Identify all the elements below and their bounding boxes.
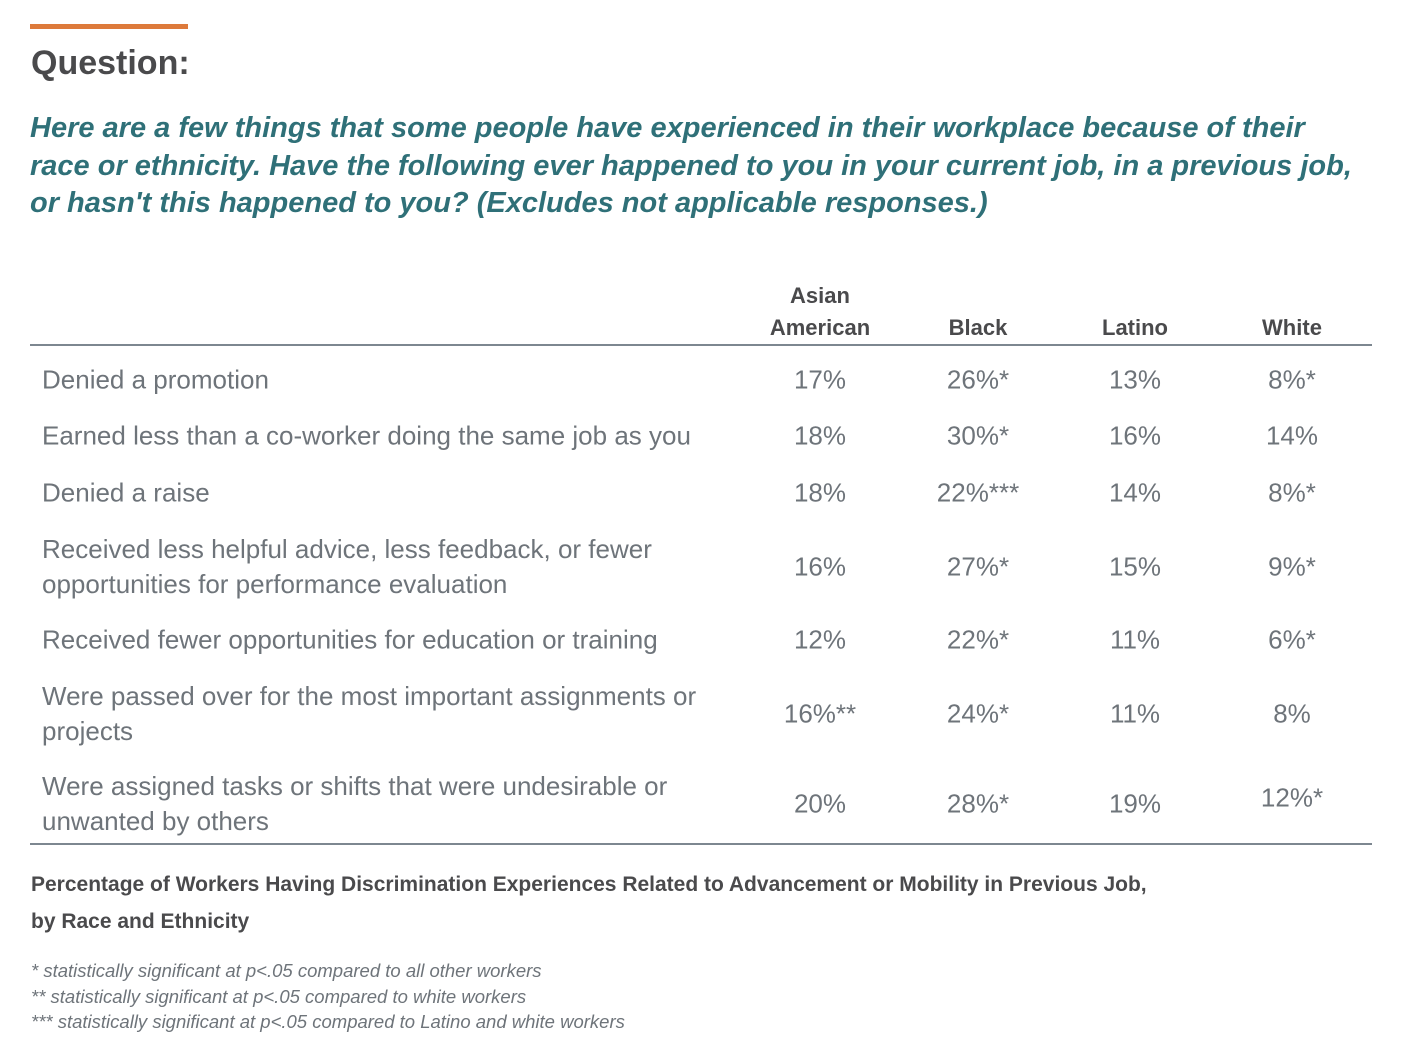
column-header-line: American	[769, 315, 871, 340]
table-cell: 17%	[793, 364, 847, 395]
footnotes: * statistically significant at p<.05 com…	[31, 958, 625, 1035]
column-header-line: Black	[948, 315, 1008, 340]
footnote: *** statistically significant at p<.05 c…	[31, 1011, 625, 1032]
column-header-asian-american: Asian American	[740, 280, 900, 344]
row-label: Received fewer opportunities for educati…	[42, 624, 658, 655]
question-label: Question:	[31, 44, 190, 82]
row-label: Received less helpful advice, less feedb…	[42, 534, 652, 599]
caption-line: by Race and Ethnicity	[31, 910, 250, 933]
table-cell: 6%*	[1268, 624, 1316, 655]
table-cell: 14%	[1265, 420, 1319, 451]
column-header-black: Black	[898, 312, 1058, 344]
question-text: Here are a few things that some people h…	[30, 112, 1352, 219]
bottom-rule	[30, 843, 1372, 845]
table-cell: 22%*	[946, 624, 1010, 655]
table-cell: 15%	[1108, 551, 1162, 582]
table-cell: 16%	[793, 551, 847, 582]
table-cell: 18%	[793, 477, 847, 508]
column-header-line: Asian	[790, 283, 850, 308]
table-cell: 8%	[1273, 698, 1311, 729]
footnote: ** statistically significant at p<.05 co…	[31, 985, 527, 1007]
table-cell: 24%*	[946, 698, 1010, 729]
table-caption: Percentage of Workers Having Discriminat…	[31, 866, 1231, 940]
footnote: * statistically significant at p<.05 com…	[31, 960, 542, 981]
table-cell: 22%***	[936, 477, 1020, 508]
caption-line: Percentage of Workers Having Discriminat…	[31, 873, 1147, 896]
table-cell: 8%*	[1268, 364, 1316, 395]
column-header-line: Latino	[1102, 315, 1168, 340]
column-header-line: White	[1262, 315, 1322, 340]
column-header-latino: Latino	[1055, 312, 1215, 344]
table-cell: 13%	[1108, 364, 1162, 395]
table-cell: 16%**	[783, 698, 857, 729]
accent-bar	[30, 24, 188, 29]
table-cell: 11%	[1109, 624, 1161, 655]
column-header-white: White	[1212, 312, 1372, 344]
table-cell: 30%*	[946, 420, 1010, 451]
table-cell: 26%*	[946, 364, 1010, 395]
header-rule	[30, 344, 1372, 346]
table-cell: 18%	[793, 420, 847, 451]
table-cell: 11%	[1109, 698, 1161, 729]
table-cell: 9%*	[1268, 551, 1316, 582]
row-label: Denied a promotion	[42, 364, 269, 395]
table-cell: 20%	[793, 788, 847, 819]
table-cell: 28%*	[946, 788, 1010, 819]
table-cell: 14%	[1108, 477, 1162, 508]
row-label: Were assigned tasks or shifts that were …	[42, 771, 668, 836]
row-label: Denied a raise	[42, 477, 210, 508]
table-cell: 19%	[1108, 788, 1162, 819]
table-cell: 16%	[1108, 420, 1162, 451]
table-cell: 8%*	[1268, 477, 1316, 508]
table-cell: 27%*	[946, 551, 1010, 582]
table-cell: 12%*	[1260, 782, 1324, 813]
table-cell: 12%	[793, 624, 847, 655]
row-label: Earned less than a co-worker doing the s…	[42, 420, 691, 451]
row-label: Were passed over for the most important …	[42, 681, 697, 746]
